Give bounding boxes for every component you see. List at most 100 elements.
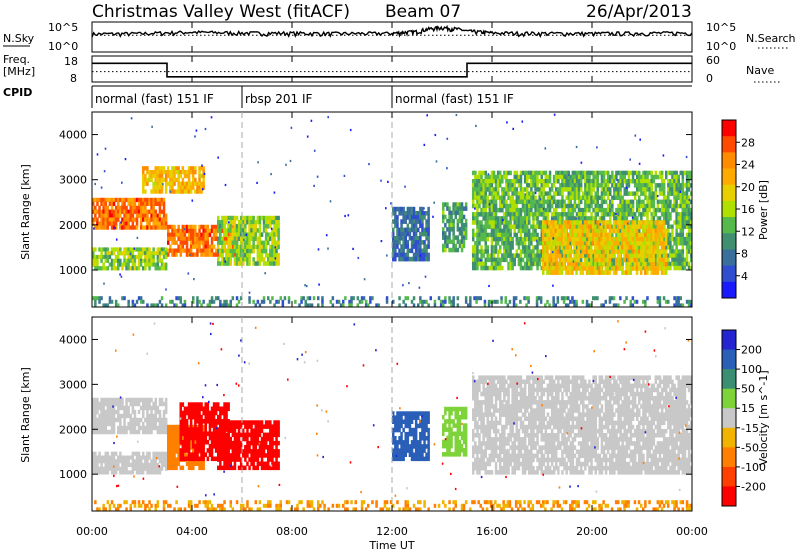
heatmap-cell (223, 215, 226, 221)
heatmap-cell (546, 203, 550, 209)
heatmap-cell (613, 174, 616, 180)
heatmap-cell (667, 191, 670, 196)
heatmap-cell (511, 216, 514, 221)
heatmap-cell (139, 296, 143, 301)
heatmap-cell (517, 174, 521, 180)
heatmap-cell (223, 257, 226, 262)
heatmap-cell (158, 425, 162, 431)
heatmap-cell (156, 185, 160, 190)
heatmap-cell (506, 303, 510, 308)
heatmap-cell (189, 232, 193, 237)
heatmap-cell (546, 183, 550, 188)
heatmap-cell (517, 179, 521, 184)
heatmap-cell (539, 299, 543, 304)
heatmap-cell (119, 213, 122, 218)
heatmap-cell (187, 189, 191, 194)
heatmap-cell (619, 174, 622, 180)
heatmap-cell (617, 195, 620, 200)
heatmap-cell (507, 170, 510, 176)
heatmap-cell (133, 262, 137, 267)
heatmap-cell (452, 218, 455, 224)
heatmap-cell (490, 232, 494, 238)
heatmap-cell (464, 231, 468, 236)
heatmap-cell (513, 228, 516, 234)
heatmap-cell (689, 207, 693, 213)
heatmap-cell (450, 218, 453, 224)
heatmap-cell (598, 216, 602, 221)
heatmap-cell (108, 209, 112, 214)
heatmap-cell (476, 216, 479, 221)
heatmap-cell (223, 220, 226, 225)
heatmap-cell (519, 183, 523, 188)
heatmap-cell (646, 261, 649, 267)
heatmap-cell (542, 170, 546, 176)
heatmap-cell (592, 237, 595, 242)
heatmap-cell (142, 217, 145, 222)
heatmap-cell (629, 241, 633, 246)
heatmap-cell (650, 237, 653, 242)
heatmap-cell (673, 174, 676, 180)
heatmap-cell (552, 216, 556, 221)
heatmap-cell (509, 241, 512, 246)
heatmap-cell (104, 197, 107, 203)
heatmap-cell (540, 212, 543, 217)
heatmap-cell (392, 240, 395, 245)
heatmap-cell (521, 191, 525, 196)
heatmap-cell (474, 187, 477, 192)
heatmap-cell (548, 261, 552, 267)
heatmap-cell (139, 217, 143, 222)
heatmap-cell (169, 236, 172, 241)
heatmap-cell (656, 249, 660, 255)
heatmap-cell (585, 299, 589, 304)
heatmap-cell (633, 183, 637, 188)
heatmap-cell (127, 397, 130, 403)
heatmap-cell (392, 252, 395, 258)
heatmap-cell (608, 232, 612, 238)
heatmap-cell (569, 183, 572, 188)
heatmap-cell (102, 429, 105, 435)
noise-speck (639, 138, 641, 141)
heatmap-cell (425, 252, 428, 258)
heatmap-cell (515, 199, 519, 205)
heatmap-cell (677, 296, 680, 301)
heatmap-cell (150, 177, 153, 183)
heatmap-cell (329, 299, 332, 304)
heatmap-cell (631, 257, 635, 263)
heatmap-cell (492, 249, 496, 254)
heatmap-cell (532, 232, 535, 238)
heatmap-cell (569, 237, 572, 242)
heatmap-cell (546, 249, 549, 255)
heatmap-cell (414, 248, 418, 254)
heatmap-cell (650, 270, 653, 275)
heatmap-cell (652, 266, 655, 271)
heatmap-cell (503, 191, 506, 196)
heatmap-cell (139, 251, 143, 256)
heatmap-cell (106, 413, 110, 419)
heatmap-cell (565, 236, 568, 242)
heatmap-cell (152, 262, 155, 267)
heatmap-cell (548, 232, 551, 238)
heatmap-cell (442, 210, 445, 216)
heatmap-cell (552, 241, 556, 246)
heatmap-cell (394, 215, 397, 220)
heatmap-cell (271, 261, 274, 266)
heatmap-cell (408, 227, 412, 233)
heatmap-cell (584, 232, 587, 238)
heatmap-cell (596, 237, 599, 242)
heatmap-cell (112, 397, 116, 403)
heatmap-cell (677, 212, 680, 217)
heatmap-cell (408, 219, 412, 224)
heatmap-cell (181, 240, 185, 245)
heatmap-cell (254, 261, 257, 266)
heatmap-cell (402, 236, 405, 241)
heatmap-cell (673, 195, 676, 200)
heatmap-cell (600, 232, 603, 238)
heatmap-cell (152, 225, 155, 230)
heatmap-cell (631, 228, 635, 234)
heatmap-cell (509, 220, 512, 225)
heatmap-cell (667, 299, 670, 304)
heatmap-cell (658, 296, 662, 301)
heatmap-cell (478, 220, 481, 225)
heatmap-cell (162, 251, 166, 256)
heatmap-cell (515, 187, 519, 192)
